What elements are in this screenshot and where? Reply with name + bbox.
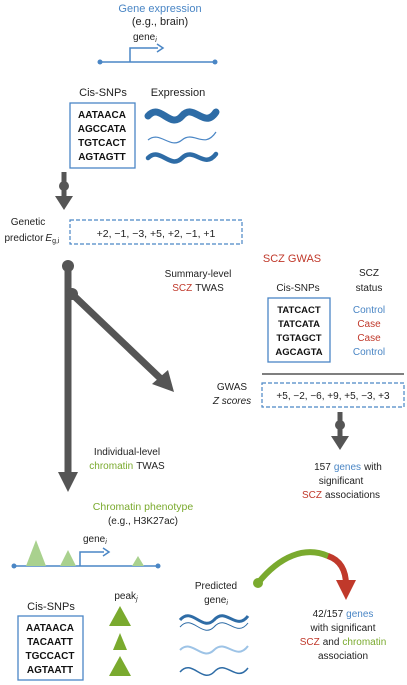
scz-status-header-line1: SCZ <box>359 268 379 279</box>
curved-arrow-to-result <box>253 549 356 600</box>
gene-track-bottom: genei <box>11 534 161 569</box>
scz-status-case: Case <box>357 333 381 344</box>
summary-twas-line1: Summary-level <box>165 269 232 280</box>
genes-157-line2: significant <box>319 476 364 487</box>
peak-marker <box>132 556 144 566</box>
result-line4: association <box>318 651 368 662</box>
peak-label: peakj <box>114 591 138 603</box>
scz-status-control: Control <box>353 305 385 316</box>
expression-waves <box>144 108 220 164</box>
cis-snps-box-bottom <box>17 615 84 681</box>
predicted-gene-line1: Predicted <box>195 581 237 592</box>
individual-twas-line2: chromatin TWAS <box>89 461 165 472</box>
predicted-gene-line2: genei <box>204 595 228 607</box>
chromatin-subtitle: (e.g., H3K27ac) <box>108 516 178 527</box>
main-arrows <box>58 260 174 492</box>
gwas-scores-values: +5, −2, −6, +9, +5, −3, +3 <box>276 391 390 402</box>
cis-snps-header-gwas: Cis-SNPs <box>276 283 319 294</box>
peak-marker <box>60 550 76 566</box>
scz-status-header-line2: status <box>356 283 383 294</box>
cis-snps-header-bottom: Cis-SNPs <box>27 601 75 613</box>
result-line1: 42/157 genes <box>313 609 374 620</box>
gene-track-top: genei <box>97 32 218 65</box>
scz-status-control: Control <box>353 347 385 358</box>
snp-sequence: AATAACA <box>78 110 126 121</box>
result-line3: SCZ and chromatin <box>300 637 387 648</box>
peak-marker <box>26 540 46 566</box>
individual-twas-line1: Individual-level <box>94 447 160 458</box>
expression-header: Expression <box>151 87 205 99</box>
predictor-label-line1: Genetic <box>11 217 45 228</box>
arrow-to-predictor <box>55 172 73 210</box>
gene-expression-subtitle: (e.g., brain) <box>132 16 188 28</box>
arrow-to-157-genes <box>331 412 349 450</box>
gene-expression-title: Gene expression <box>118 3 201 15</box>
snp-sequence: TATCACT <box>277 305 321 316</box>
predictor-values: +2, −1, −3, +5, +2, −1, +1 <box>97 228 216 240</box>
predicted-expression-waves <box>178 614 250 676</box>
result-line2: with significant <box>309 623 375 634</box>
genes-157-line3: SCZ associations <box>302 490 380 501</box>
chromatin-title: Chromatin phenotype <box>93 501 194 513</box>
snp-sequence: AGCAGTA <box>275 347 322 358</box>
gwas-label-line2: Z scores <box>212 396 251 407</box>
snp-sequence: AGTAATT <box>27 665 73 676</box>
gwas-scores-box <box>261 382 405 408</box>
snp-sequence: TACAATT <box>27 637 73 648</box>
snp-sequence: AATAACA <box>26 623 74 634</box>
predictor-label-line2: predictor Eg,i <box>5 233 60 245</box>
snp-sequence: TGCCACT <box>26 651 75 662</box>
predictor-box <box>69 219 243 245</box>
genes-157-line1: 157 genes with <box>314 462 382 473</box>
snp-sequence: AGCCATA <box>78 124 127 135</box>
cis-snps-box-top <box>69 102 136 169</box>
summary-twas-line2: SCZ TWAS <box>172 283 224 294</box>
cis-snps-box-gwas <box>267 297 331 363</box>
scz-status-case: Case <box>357 319 381 330</box>
snp-sequence: TATCATA <box>278 319 320 330</box>
snp-sequence: AGTAGTT <box>78 152 126 163</box>
snp-sequence: TGTCACT <box>78 138 126 149</box>
cis-snps-header-top: Cis-SNPs <box>79 87 127 99</box>
gene-label-bottom: genei <box>83 534 107 546</box>
peak-triangles <box>109 606 131 676</box>
scz-gwas-title: SCZ GWAS <box>263 253 321 265</box>
gwas-label-line1: GWAS <box>217 382 248 393</box>
gene-label-top: genei <box>133 32 157 44</box>
snp-sequence: TGTAGCT <box>276 333 321 344</box>
